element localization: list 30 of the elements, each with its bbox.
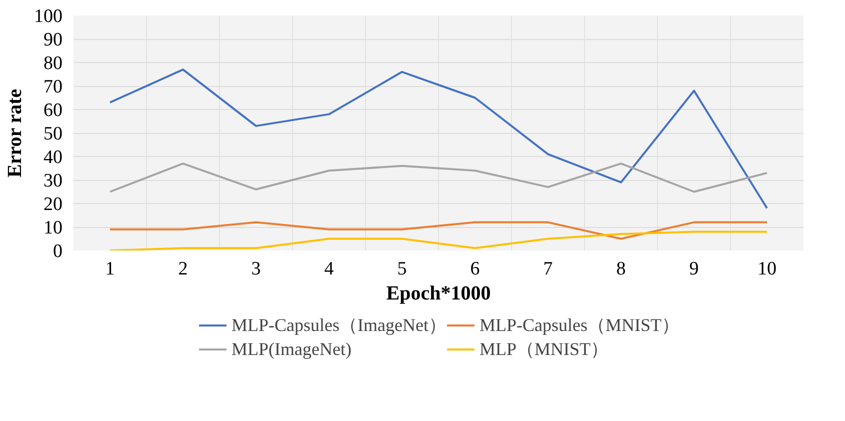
y-tick-label: 80: [44, 53, 62, 74]
x-tick-label: 4: [324, 258, 334, 280]
y-tick-label: 50: [44, 124, 62, 144]
legend-label: MLP（MNIST）: [479, 338, 608, 361]
y-tick-label: 90: [44, 30, 62, 50]
line-series: [109, 230, 768, 250]
y-tick-label: 40: [44, 147, 62, 168]
x-tick-label: 5: [397, 258, 407, 280]
x-tick-label: 6: [470, 258, 480, 280]
y-axis-title: Error rate: [4, 88, 26, 178]
legend-label: MLP(ImageNet): [232, 338, 352, 360]
line-series: [109, 162, 768, 193]
y-tick-label: 100: [34, 6, 62, 27]
legend-label: MLP-Capsules（MNIST）: [479, 314, 680, 337]
y-tick-label: 20: [44, 194, 62, 215]
x-axis-title: Epoch*1000: [386, 282, 491, 304]
x-tick-label: 1: [105, 258, 115, 280]
x-tick-label: 7: [543, 258, 553, 280]
y-tick-label: 30: [44, 170, 62, 192]
x-tick-label: 9: [689, 258, 699, 280]
y-tick-label: 0: [53, 241, 62, 262]
y-tick-label: 10: [44, 218, 62, 238]
x-tick-label: 8: [616, 258, 626, 280]
legend-label: MLP-Capsules（ImageNet）: [232, 314, 446, 337]
x-tick-label: 2: [178, 258, 188, 280]
x-tick-label: 3: [251, 258, 261, 280]
y-tick-label: 70: [44, 76, 62, 98]
x-tick-label: 10: [758, 258, 776, 280]
y-tick-label: 60: [44, 100, 62, 121]
line-series: [109, 68, 768, 210]
